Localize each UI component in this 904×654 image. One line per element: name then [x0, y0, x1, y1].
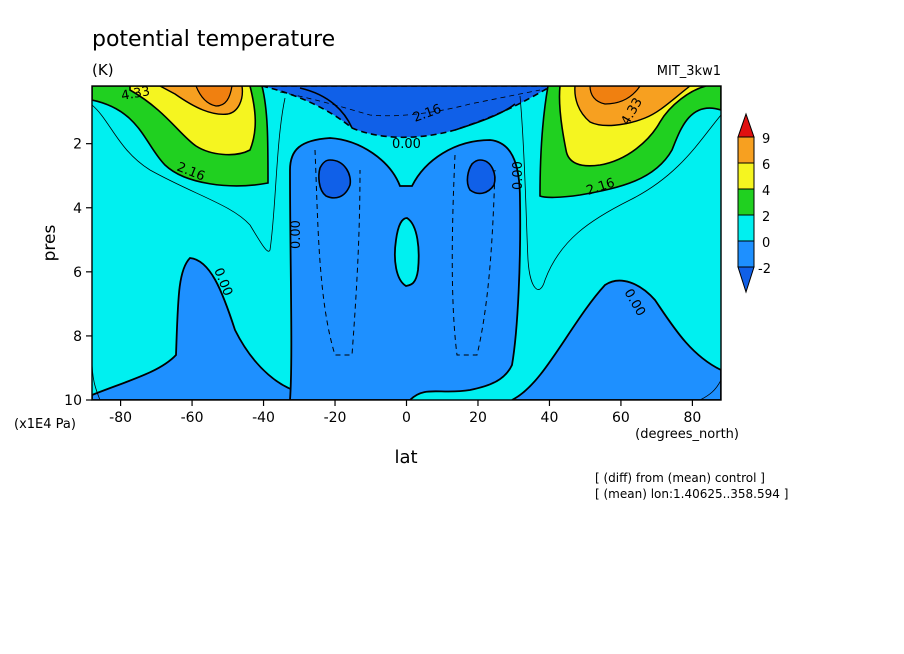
contour-thin-ne: [519, 95, 721, 290]
region-negative-top: [261, 86, 549, 139]
y-axis: 2 4 6 8 10: [64, 137, 92, 409]
contour-zero-top: [299, 87, 516, 131]
x-axis: -80 -60 -40 -20 0 20 40 60 80: [109, 400, 701, 426]
y-tick-label: 10: [64, 393, 82, 409]
x-tick-label: 60: [612, 410, 630, 426]
y-axis-units: (x1E4 Pa): [14, 417, 76, 432]
contour-label-7: 0.00: [511, 161, 526, 190]
experiment-label: MIT_3kw1: [657, 64, 721, 79]
colorbar-swatch-2-4: [737, 188, 755, 216]
y-axis-label: pres: [40, 225, 60, 262]
region-negative-right-blob: [466, 159, 496, 195]
contour-label-6: 0.00: [289, 220, 304, 249]
colorbar-label-0: 0: [762, 236, 770, 251]
colorbar-swatch-6-9: [737, 136, 755, 164]
colorbar: 9 6 4 2 0 -2: [737, 112, 771, 294]
y-tick-label: 2: [73, 137, 82, 153]
contour-label-1: 4.33: [120, 84, 151, 104]
x-axis-label: lat: [394, 447, 417, 468]
y-tick-label: 6: [73, 265, 82, 281]
y-tick-label: 4: [73, 201, 82, 217]
contour-dashed-left: [314, 149, 361, 356]
x-axis-units: (degrees_north): [635, 427, 739, 442]
contour-thin-top: [279, 89, 541, 117]
contour-label-4: 0.00: [392, 137, 421, 152]
x-tick-label: -40: [252, 410, 275, 426]
x-tick-label: -20: [324, 410, 347, 426]
x-tick-label: 0: [402, 410, 411, 426]
contour-field: [92, 86, 721, 400]
x-tick-label: -60: [181, 410, 204, 426]
region-negative-sw: [92, 257, 301, 400]
contour-labels: 4.33 2.16 2.16 0.00 0.00 0.00 0.00 0.00 …: [120, 84, 648, 319]
region-negative-se: [511, 279, 721, 400]
x-tick-label: 40: [541, 410, 559, 426]
contour-dashed-right: [451, 154, 496, 356]
y-tick-label: 8: [73, 329, 82, 345]
colorbar-label-6: 6: [762, 158, 770, 173]
chart-units: (K): [92, 61, 114, 79]
region-negative-left-blob: [318, 159, 352, 199]
region-positive-ne-8: [589, 86, 641, 105]
colorbar-label-4: 4: [762, 184, 770, 199]
x-tick-label: 20: [469, 410, 487, 426]
region-positive-nw-8: [195, 86, 233, 107]
colorbar-label-9: 9: [762, 132, 770, 147]
colorbar-swatch-0-2: [737, 214, 755, 242]
chart-title: potential temperature: [92, 27, 335, 52]
colorbar-bottom-arrow: [737, 266, 755, 294]
colorbar-top-arrow: [737, 112, 755, 138]
colorbar-label-2: 2: [762, 210, 770, 225]
region-center-cyan-hole: [393, 217, 420, 287]
colorbar-label-m2: -2: [758, 262, 771, 277]
contour-thin-nw: [92, 97, 286, 252]
note-mean: [ (mean) lon:1.40625..358.594 ]: [595, 487, 788, 501]
colorbar-swatch-m2-0: [737, 240, 755, 268]
x-tick-label: 80: [683, 410, 701, 426]
note-diff: [ (diff) from (mean) control ]: [595, 471, 765, 485]
colorbar-swatch-4-6: [737, 162, 755, 190]
x-tick-label: -80: [109, 410, 132, 426]
